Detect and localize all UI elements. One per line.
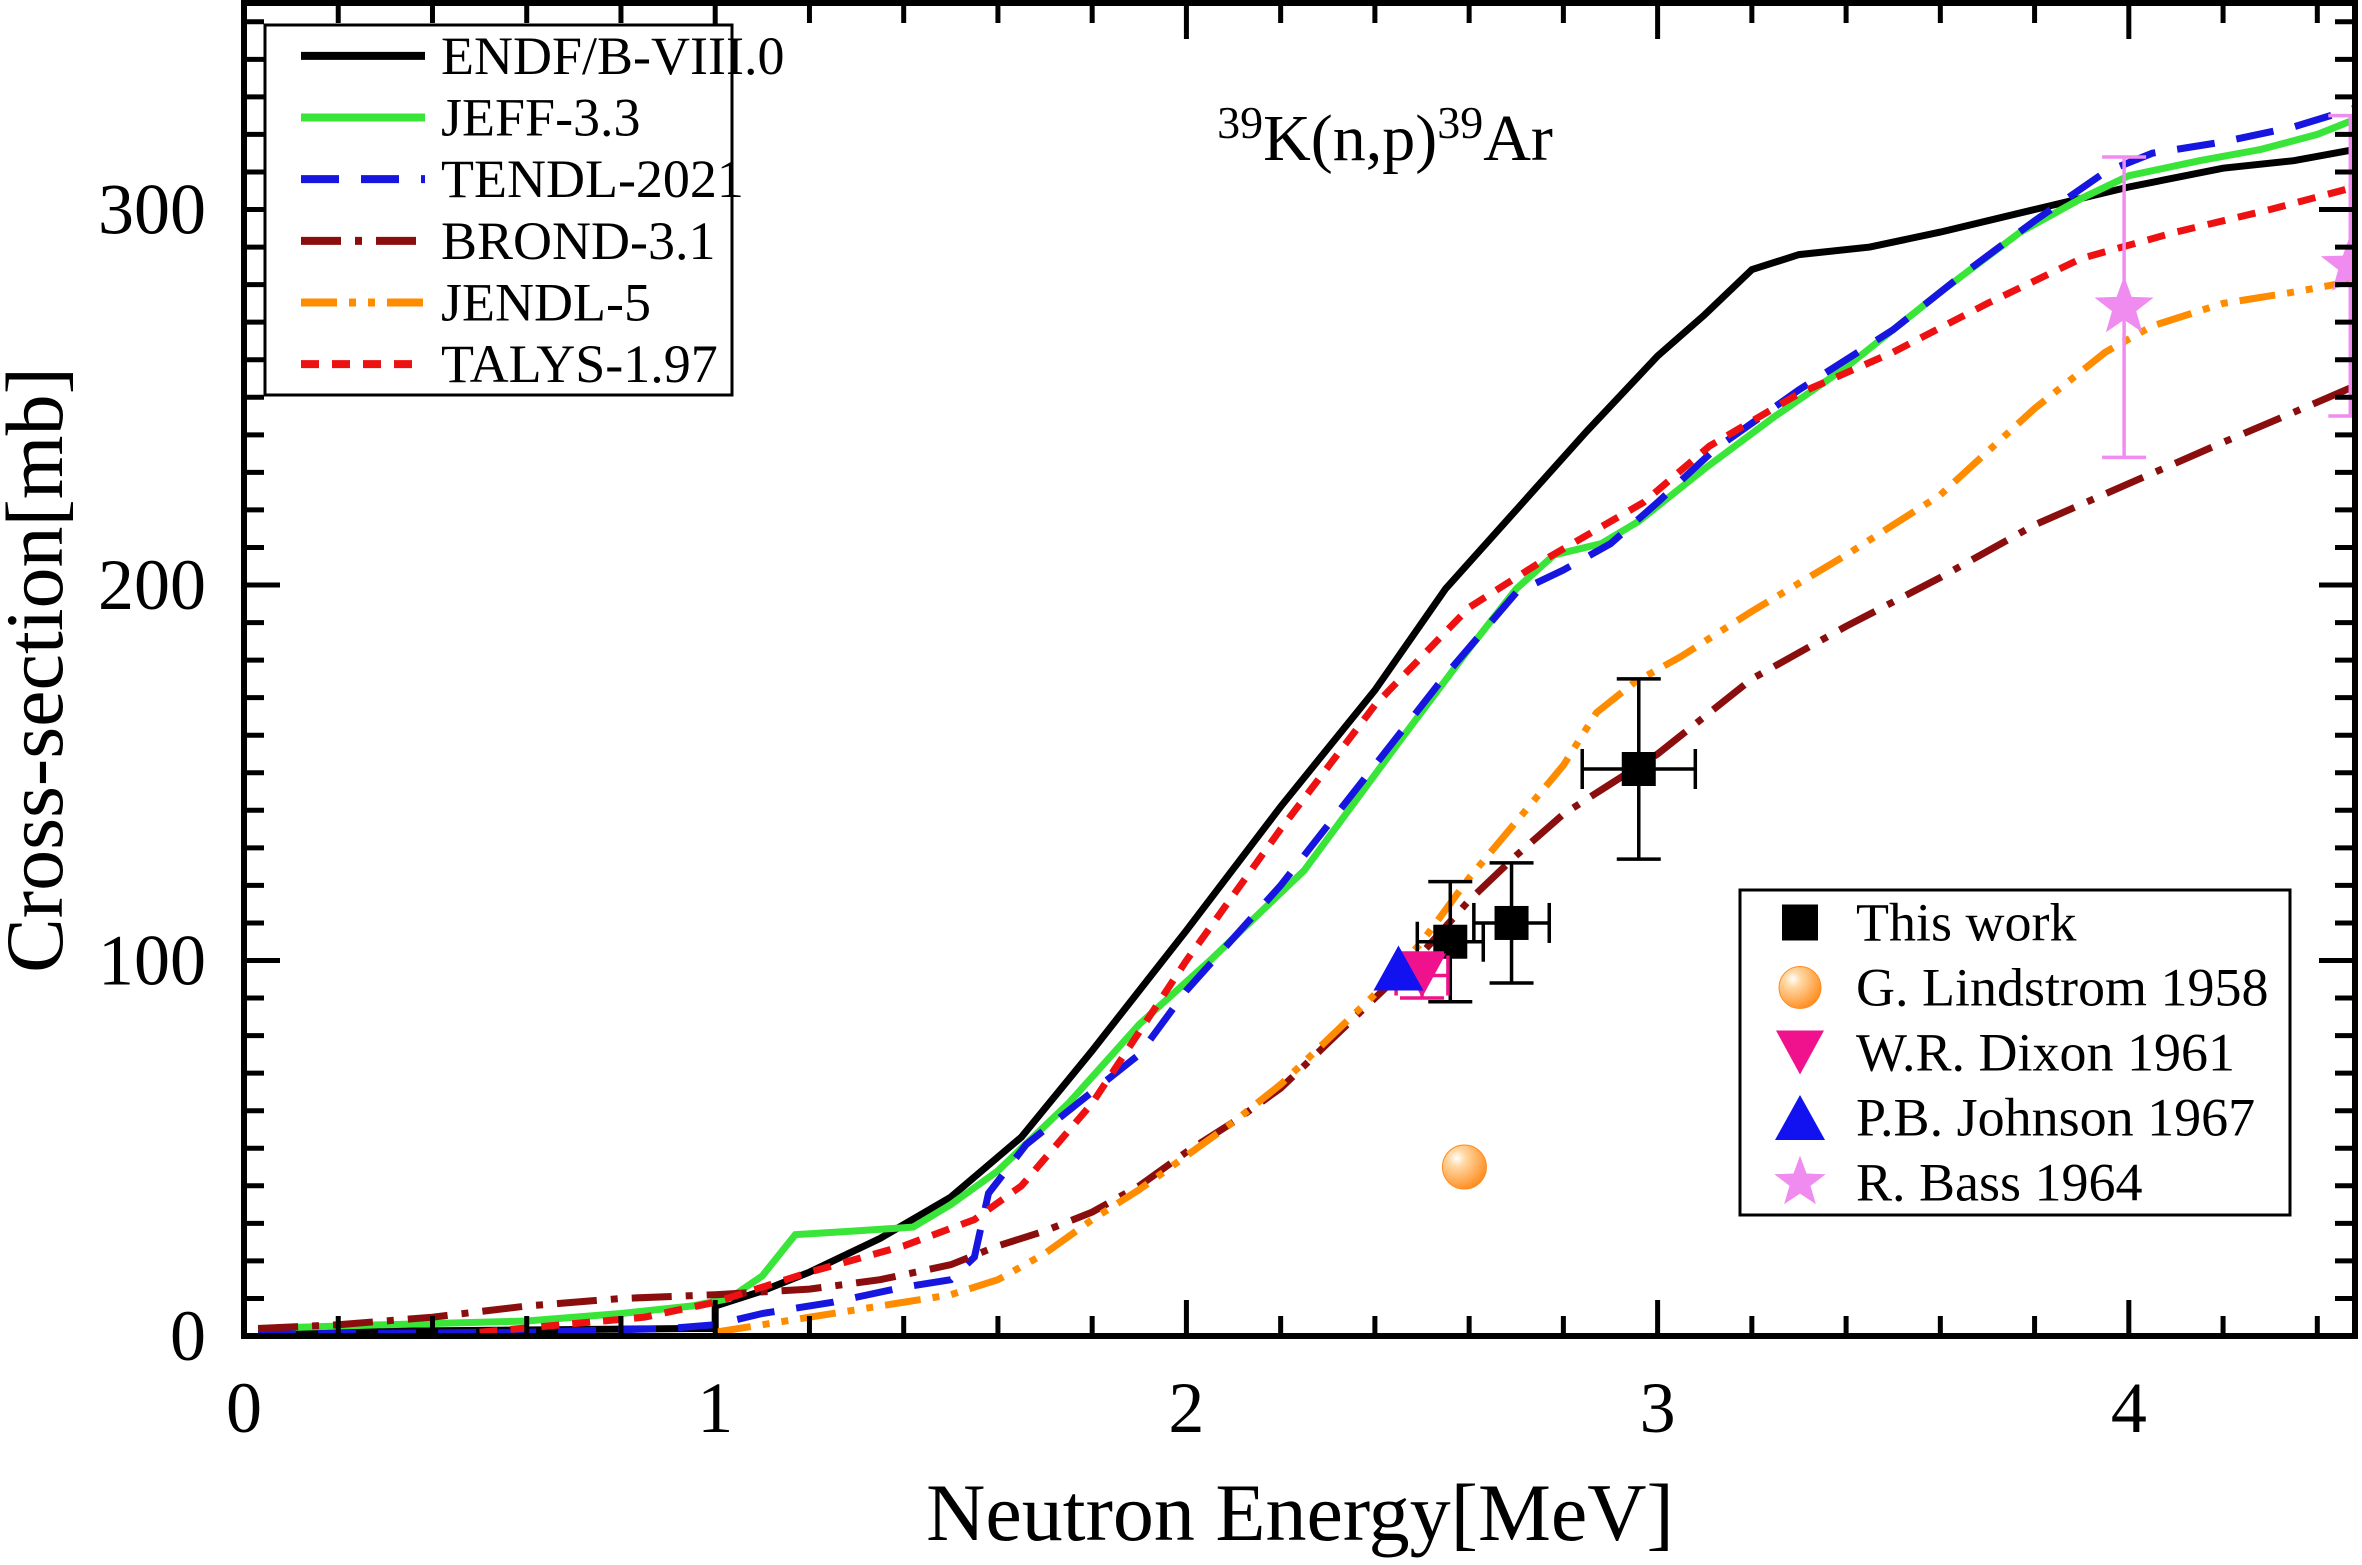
dataset-this-work <box>1415 677 1698 1004</box>
curve-tendl-2021 <box>258 104 2355 1336</box>
curve-talys-1-97 <box>479 183 2355 1336</box>
x-tick-label: 2 <box>1168 1368 1204 1448</box>
triangle-down-marker <box>1776 1030 1824 1075</box>
legend-label: JEFF-3.3 <box>441 88 641 148</box>
curves-layer <box>257 104 2355 1336</box>
legend-label: BROND-3.1 <box>441 211 716 271</box>
curve-jendl-5 <box>714 277 2355 1336</box>
square-marker <box>1621 752 1656 787</box>
x-tick-label: 3 <box>1640 1368 1676 1448</box>
x-tick-label: 0 <box>226 1368 262 1448</box>
star-marker <box>1774 1155 1826 1205</box>
legend-label: TENDL-2021 <box>441 149 744 209</box>
chart-title: 39K(n,p)39Ar <box>1217 97 1553 175</box>
x-tick-label: 1 <box>697 1368 733 1448</box>
y-tick-label: 0 <box>170 1296 206 1376</box>
legend-libraries-box <box>263 23 734 397</box>
legend-label: TALYS-1.97 <box>441 334 718 394</box>
legend-experiments-box <box>1738 888 2292 1217</box>
legend-item-r-bass-1964: R. Bass 1964 <box>1774 1153 2143 1213</box>
legend-label: W.R. Dixon 1961 <box>1856 1023 2235 1083</box>
x-axis-title: Neutron Energy[MeV] <box>926 1467 1674 1558</box>
legend-label: This work <box>1856 893 2076 953</box>
legend-libraries: ENDF/B-VIII.0JEFF-3.3TENDL-2021BROND-3.1… <box>263 23 784 397</box>
legend-label: R. Bass 1964 <box>1856 1153 2143 1213</box>
legend-label: G. Lindstrom 1958 <box>1856 958 2269 1018</box>
triangle-up-marker <box>1373 945 1424 991</box>
triangle-down-marker <box>1398 953 1447 998</box>
triangle-up-marker <box>1775 1095 1825 1140</box>
legend-label: ENDF/B-VIII.0 <box>441 26 784 86</box>
sphere-marker <box>1778 966 1822 1009</box>
curve-endf-b-viii-0 <box>258 145 2355 1336</box>
y-tick-label: 300 <box>98 170 206 250</box>
square-marker <box>1494 905 1529 940</box>
tick-labels: 0 1 2 3 4 0 100 200 300 <box>98 170 2147 1448</box>
legend-item-endf-b-viii-0: ENDF/B-VIII.0 <box>301 26 784 86</box>
square-marker <box>1782 904 1818 941</box>
legend-item-jeff-3-3: JEFF-3.3 <box>301 88 641 148</box>
experimental-layer <box>1373 113 2355 1190</box>
dataset-p-b-johnson-1967 <box>1373 945 1424 991</box>
legend-item-w-r-dixon-1961: W.R. Dixon 1961 <box>1776 1023 2235 1083</box>
star-marker <box>2094 276 2154 333</box>
x-tick-label: 4 <box>2111 1368 2147 1448</box>
y-tick-label: 100 <box>98 921 206 1001</box>
y-tick-label: 200 <box>98 545 206 625</box>
y-axis-title: Cross-section[mb] <box>0 367 80 973</box>
dataset-g-lindstrom-1958 <box>1441 1144 1487 1190</box>
legend-item-brond-3-1: BROND-3.1 <box>301 211 716 271</box>
legend-item-talys-1-97: TALYS-1.97 <box>301 334 718 394</box>
legend-item-jendl-5: JENDL-5 <box>301 273 651 333</box>
legend-label: P.B. Johnson 1967 <box>1856 1088 2255 1148</box>
axes-layer <box>241 0 2358 1339</box>
legend-item-this-work: This work <box>1782 893 2076 953</box>
legend-label: JENDL-5 <box>441 273 651 333</box>
sphere-marker <box>1441 1144 1487 1190</box>
plot-frame <box>241 0 2358 1339</box>
legend-item-p-b-johnson-1967: P.B. Johnson 1967 <box>1775 1088 2255 1148</box>
legend-item-tendl-2021: TENDL-2021 <box>301 149 744 209</box>
legend-item-g-lindstrom-1958: G. Lindstrom 1958 <box>1778 958 2269 1018</box>
